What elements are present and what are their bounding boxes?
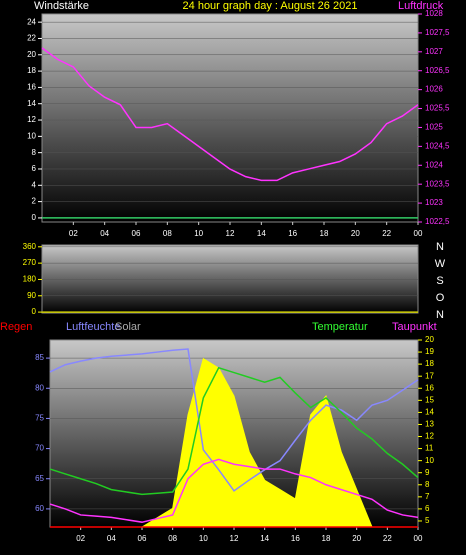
y-label: Windstärke xyxy=(34,0,89,12)
x-tick-label: 16 xyxy=(288,229,297,238)
y2-tick-label: 7 xyxy=(425,492,430,501)
x-tick-label: 00 xyxy=(414,534,423,543)
x-tick-label: 18 xyxy=(322,534,331,543)
legend-label: Temperatur xyxy=(312,321,368,333)
y2-tick-label: 9 xyxy=(425,468,430,477)
x-tick-label: 06 xyxy=(138,534,147,543)
y-tick-label: 8 xyxy=(32,148,37,157)
y2-tick-label: 1027,5 xyxy=(425,28,450,37)
y2-tick-label: 11 xyxy=(425,444,434,453)
x-tick-label: 02 xyxy=(76,534,85,543)
y-tick-label: 270 xyxy=(23,258,37,267)
y2-tick-label: 15 xyxy=(425,395,434,404)
y2-tick-label: 1025 xyxy=(425,123,443,132)
x-tick-label: 12 xyxy=(230,534,239,543)
y-tick-label: 18 xyxy=(27,66,36,75)
y2-tick-label: 10 xyxy=(425,456,434,465)
plot-area xyxy=(41,244,419,314)
y-tick-label: 16 xyxy=(27,83,36,92)
line xyxy=(49,366,419,496)
line xyxy=(49,458,419,523)
x-tick-label: 20 xyxy=(352,534,361,543)
y-tick-label: 85 xyxy=(35,353,44,362)
x-tick-label: 04 xyxy=(100,229,109,238)
x-tick-label: 10 xyxy=(199,534,208,543)
x-tick-label: 22 xyxy=(382,229,391,238)
y-tick-label: 80 xyxy=(35,383,44,392)
plot-area xyxy=(41,13,419,223)
y-tick-label: 75 xyxy=(35,414,44,423)
chart-title: 24 hour graph day : August 26 2021 xyxy=(183,0,358,12)
y-tick-label: 4 xyxy=(32,180,37,189)
x-tick-label: 18 xyxy=(320,229,329,238)
legend-label: Solar xyxy=(115,321,141,333)
y2-tick-label: 1024,5 xyxy=(425,141,450,150)
y2-tick-label: 20 xyxy=(425,335,434,344)
y2-tick-label: 1023 xyxy=(425,198,443,207)
x-tick-label: 02 xyxy=(69,229,78,238)
x-tick-label: 14 xyxy=(257,229,266,238)
y2-tick-label: 8 xyxy=(425,480,430,489)
y-tick-label: 20 xyxy=(27,50,36,59)
y2-tick-label: 16 xyxy=(425,383,434,392)
compass-label: W xyxy=(435,258,446,270)
compass-label: N xyxy=(436,309,444,321)
legend-label: Luftfeuchte xyxy=(66,321,120,333)
y2-tick-label: 13 xyxy=(425,420,434,429)
x-tick-label: 08 xyxy=(163,229,172,238)
legend-label: Taupunkt xyxy=(392,321,437,333)
y2-tick-label: 1025,5 xyxy=(425,104,450,113)
y2-tick-label: 1026,5 xyxy=(425,66,450,75)
y2-tick-label: 1027 xyxy=(425,47,443,56)
y2-tick-label: 1026 xyxy=(425,85,443,94)
y2-tick-label: 1028 xyxy=(425,9,443,18)
x-tick-label: 14 xyxy=(260,534,269,543)
y2-tick-label: 1024 xyxy=(425,160,443,169)
y2-tick-label: 14 xyxy=(425,407,434,416)
compass-label: N xyxy=(436,241,444,253)
y-tick-label: 14 xyxy=(27,99,36,108)
y-tick-label: 60 xyxy=(35,504,44,513)
y-tick-label: 6 xyxy=(32,164,37,173)
y-tick-label: 360 xyxy=(23,242,37,251)
x-tick-label: 20 xyxy=(351,229,360,238)
y2-tick-label: 1023,5 xyxy=(425,179,450,188)
y2-tick-label: 17 xyxy=(425,371,434,380)
x-tick-label: 04 xyxy=(107,534,116,543)
x-tick-label: 00 xyxy=(414,229,423,238)
y2-tick-label: 18 xyxy=(425,359,434,368)
y2-tick-label: 19 xyxy=(425,347,434,356)
y-tick-label: 90 xyxy=(27,291,36,300)
y2-tick-label: 5 xyxy=(425,516,430,525)
line xyxy=(41,47,419,182)
y-tick-label: 0 xyxy=(32,213,37,222)
compass-label: S xyxy=(436,275,443,287)
compass-label: O xyxy=(436,292,445,304)
x-tick-label: 10 xyxy=(194,229,203,238)
x-tick-label: 16 xyxy=(291,534,300,543)
y-tick-label: 0 xyxy=(32,307,37,316)
x-tick-label: 08 xyxy=(168,534,177,543)
y-tick-label: 10 xyxy=(27,131,36,140)
y-tick-label: 24 xyxy=(27,17,36,26)
y2-tick-label: 12 xyxy=(425,432,434,441)
y-tick-label: 70 xyxy=(35,444,44,453)
y2-tick-label: 1022,5 xyxy=(425,217,450,226)
y-tick-label: 12 xyxy=(27,115,36,124)
x-tick-label: 06 xyxy=(132,229,141,238)
line xyxy=(49,348,419,492)
x-tick-label: 12 xyxy=(226,229,235,238)
y-tick-label: 180 xyxy=(23,275,37,284)
y-tick-label: 22 xyxy=(27,34,36,43)
y2-tick-label: 6 xyxy=(425,504,430,513)
legend-label: Regen xyxy=(0,321,32,333)
y-tick-label: 2 xyxy=(32,197,37,206)
y-tick-label: 65 xyxy=(35,474,44,483)
y2-label: Luftdruck xyxy=(398,0,444,12)
x-tick-label: 22 xyxy=(383,534,392,543)
